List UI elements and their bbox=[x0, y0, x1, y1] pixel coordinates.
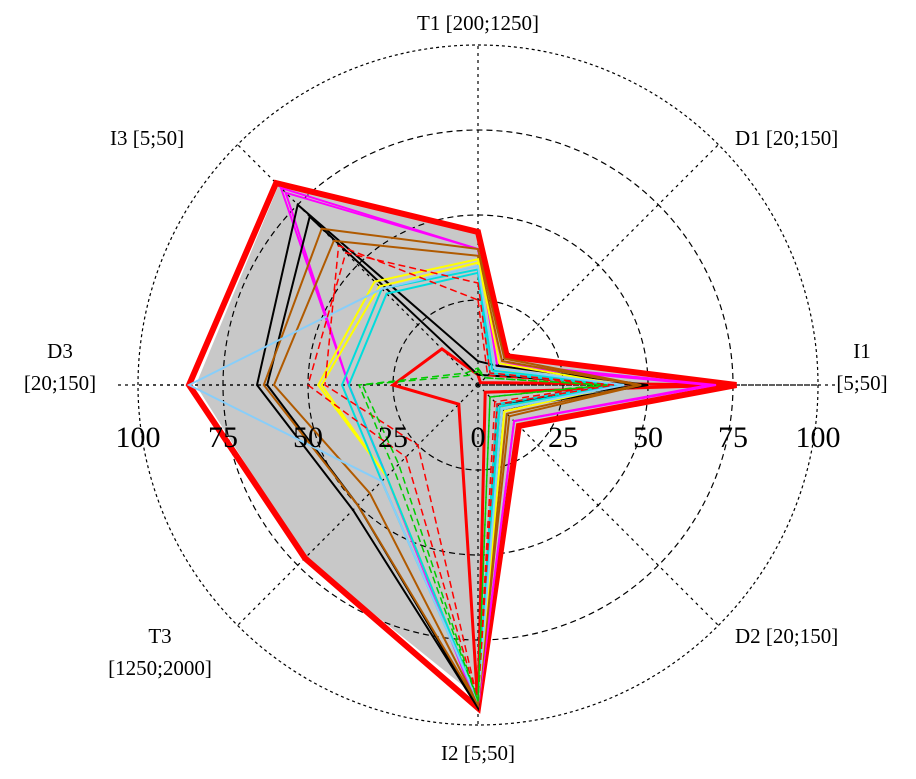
axis-label-i1: [5;50] bbox=[836, 371, 887, 395]
axis-label-i3: I3 [5;50] bbox=[110, 126, 184, 150]
tick-label-left: 75 bbox=[208, 421, 238, 454]
tick-label-right: 50 bbox=[633, 421, 663, 454]
tick-label-left: 25 bbox=[378, 421, 408, 454]
axis-label-t3: [1250;2000] bbox=[108, 656, 212, 680]
axis-label-i2: I2 [5;50] bbox=[441, 741, 515, 765]
tick-label-right: 25 bbox=[548, 421, 578, 454]
tick-label-right: 100 bbox=[796, 421, 841, 454]
tick-label-left: 100 bbox=[116, 421, 161, 454]
series-line-18 bbox=[361, 370, 601, 702]
tick-label-left: 0 bbox=[471, 421, 486, 454]
axis-label-d1: D1 [20;150] bbox=[735, 126, 838, 150]
tick-label-right: 75 bbox=[718, 421, 748, 454]
tick-label-left: 50 bbox=[293, 421, 323, 454]
axis-label-t1: T1 [200;1250] bbox=[417, 11, 539, 35]
series-line-9 bbox=[272, 239, 639, 709]
axis-label-d3: D3 bbox=[47, 339, 73, 363]
series-line-layer bbox=[185, 179, 737, 714]
axis-label-t3: T3 bbox=[148, 624, 171, 648]
axis-spoke bbox=[237, 144, 479, 386]
axis-label-d3: [20;150] bbox=[24, 371, 96, 395]
label-layer: 100 75 50 25 0 25 50 75 100 T1 [200;1250] D1 [20;1… bbox=[24, 11, 888, 765]
axis-spoke bbox=[477, 144, 719, 386]
series-fill-layer bbox=[195, 185, 730, 698]
axis-label-d2: D2 [20;150] bbox=[735, 624, 838, 648]
axis-label-i1: I1 bbox=[853, 339, 871, 363]
series-fill-area bbox=[195, 185, 730, 698]
